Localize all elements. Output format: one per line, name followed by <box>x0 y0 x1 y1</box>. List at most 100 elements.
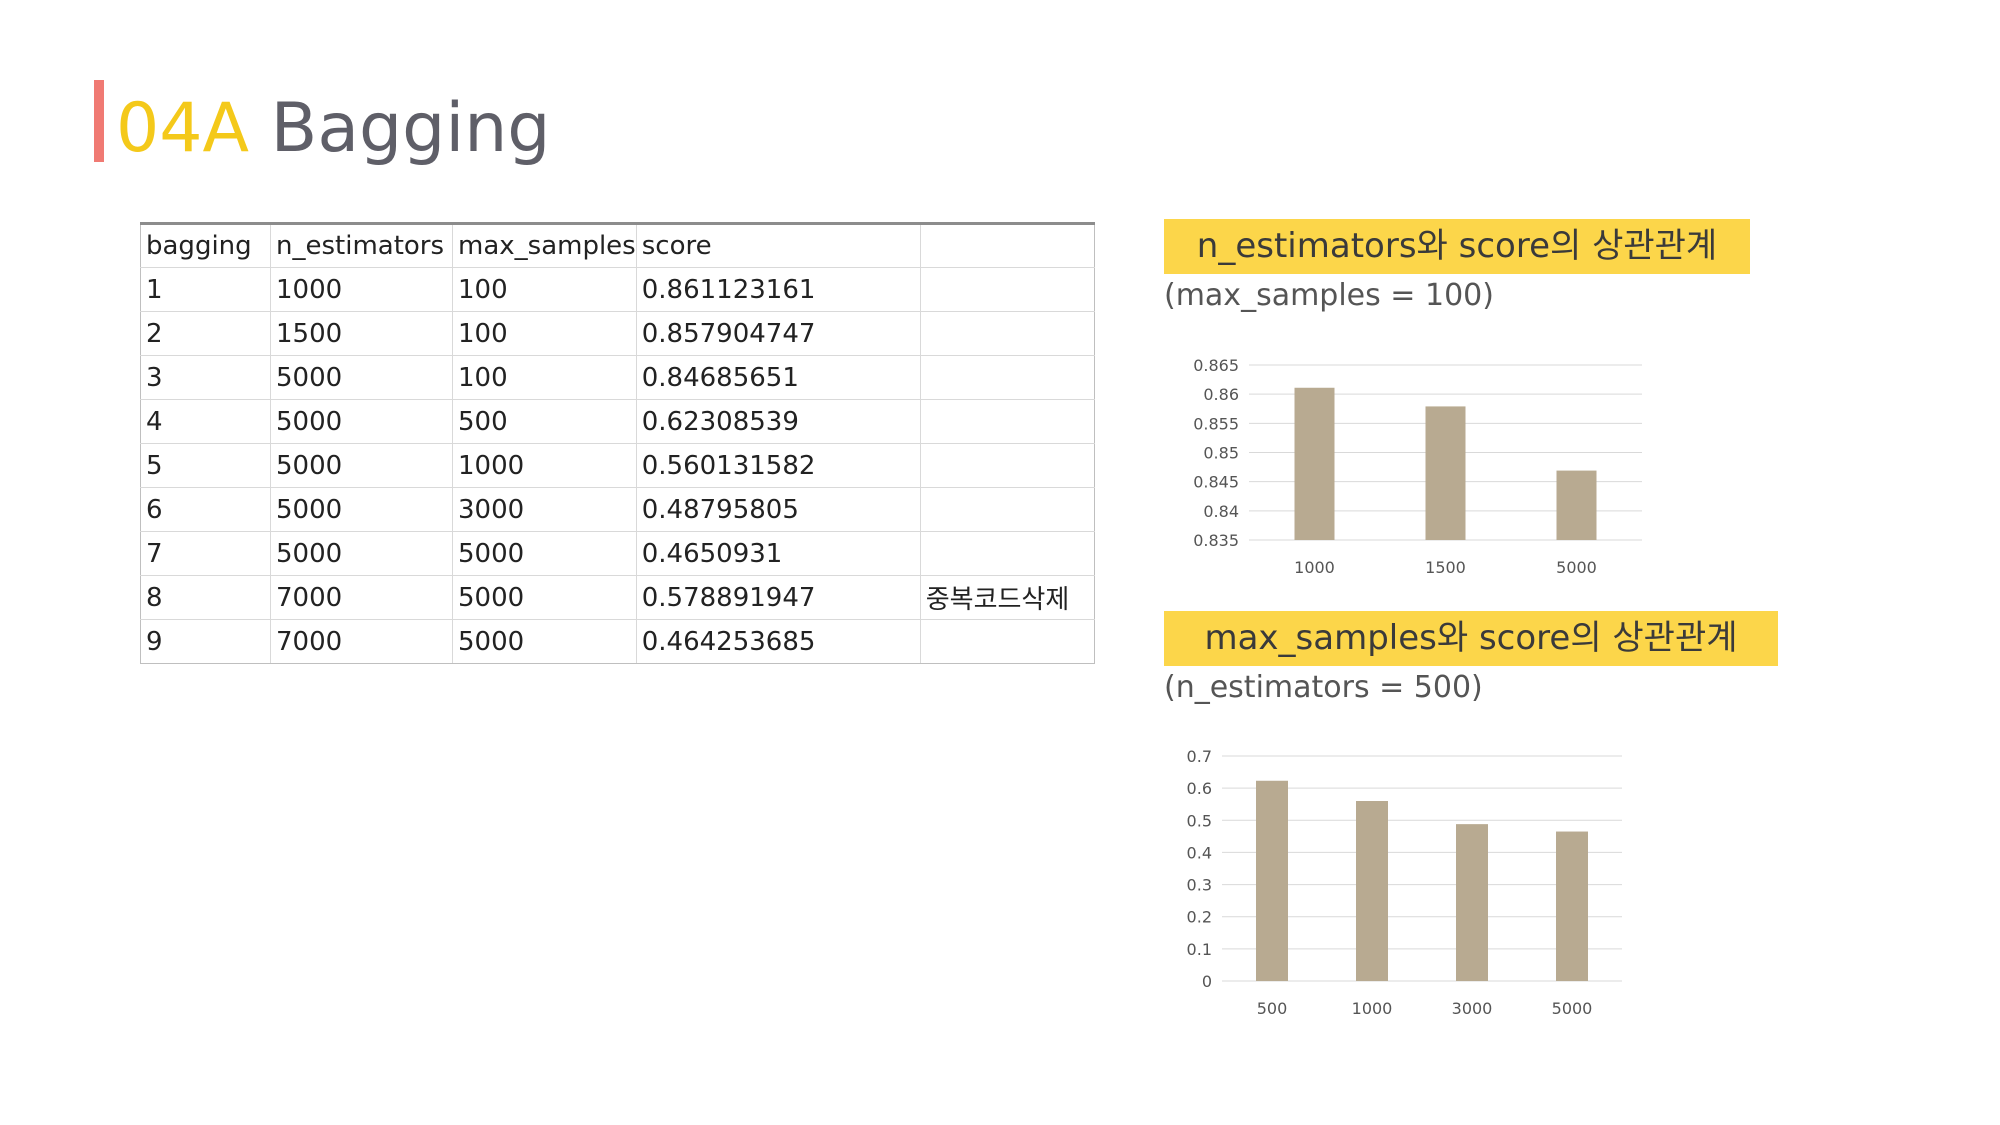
chart2-xtick-label: 1000 <box>1352 999 1393 1018</box>
chart1-ytick-label: 0.845 <box>1193 473 1239 492</box>
table-cell: 3000 <box>452 487 637 532</box>
table-cell: 7000 <box>270 575 453 620</box>
chart1-heading: n_estimators와 score의 상관관계 <box>1164 219 1750 274</box>
table-cell <box>919 531 1095 576</box>
chart1-xtick-label: 1000 <box>1294 558 1335 577</box>
table-row: 7 5000 5000 0.4650931 <box>140 531 1095 576</box>
chart2-xtick-label: 5000 <box>1552 999 1593 1018</box>
chart2-ytick-label: 0.1 <box>1187 940 1212 959</box>
table-cell: 8 <box>140 575 271 620</box>
table-row: 8 7000 5000 0.578891947 중복코드삭제 <box>140 575 1095 620</box>
table-cell: 3 <box>140 355 271 400</box>
table-cell: 7000 <box>270 619 453 664</box>
table-cell: 0.48795805 <box>635 487 921 532</box>
table-cell <box>919 443 1095 488</box>
table-cell: 0.62308539 <box>635 399 921 444</box>
chart1-ytick-label: 0.835 <box>1193 531 1239 550</box>
table-cell: 4 <box>140 399 271 444</box>
table-header-cell: max_samples <box>452 223 637 268</box>
slide-code: 04A <box>116 89 250 168</box>
chart1-bar <box>1556 470 1597 540</box>
table-cell: 0.578891947 <box>635 575 921 620</box>
table-cell <box>919 619 1095 664</box>
table-cell <box>919 311 1095 356</box>
chart1-ytick-label: 0.86 <box>1203 385 1239 404</box>
results-table: bagging n_estimators max_samples score 1 1000… <box>140 222 1095 664</box>
chart2-subtitle: (n_estimators = 500) <box>1164 670 1483 705</box>
chart2-heading: max_samples와 score의 상관관계 <box>1164 611 1778 666</box>
table-cell <box>919 355 1095 400</box>
table-cell: 1500 <box>270 311 453 356</box>
chart2-xtick-label: 3000 <box>1452 999 1493 1018</box>
table-cell: 0.4650931 <box>635 531 921 576</box>
table-cell: 5000 <box>270 443 453 488</box>
chart1-ytick-label: 0.85 <box>1203 444 1239 463</box>
chart1-svg: 0.835 0.84 0.845 0.85 0.855 0.86 0.865 1000 1500… <box>1193 356 1642 577</box>
table-cell: 100 <box>452 355 637 400</box>
table-row: 3 5000 100 0.84685651 <box>140 355 1095 400</box>
table-cell: 5000 <box>270 487 453 532</box>
table-header-cell: n_estimators <box>270 223 453 268</box>
table-cell: 5000 <box>270 355 453 400</box>
slide-title: 04A Bagging <box>116 84 550 174</box>
table-header-row: bagging n_estimators max_samples score <box>140 223 1095 268</box>
chart2-ytick-label: 0.5 <box>1187 811 1212 830</box>
table-cell: 0.464253685 <box>635 619 921 664</box>
table-cell: 0.560131582 <box>635 443 921 488</box>
chart1-ytick-label: 0.84 <box>1203 502 1239 521</box>
table-cell: 0.861123161 <box>635 267 921 312</box>
table-cell: 1000 <box>452 443 637 488</box>
chart1-bar <box>1425 406 1466 540</box>
table-cell: 0.84685651 <box>635 355 921 400</box>
table-cell <box>919 487 1095 532</box>
chart1-subtitle: (max_samples = 100) <box>1164 278 1494 313</box>
table-cell: 5000 <box>270 531 453 576</box>
table-cell: 5000 <box>270 399 453 444</box>
table-header-cell: bagging <box>140 223 271 268</box>
chart2-ytick-label: 0.6 <box>1187 779 1212 798</box>
chart1-bar <box>1294 387 1335 540</box>
chart1-ytick-label: 0.855 <box>1193 414 1239 433</box>
chart2-ytick-label: 0 <box>1202 972 1212 991</box>
table-cell: 5000 <box>452 531 637 576</box>
table-cell: 5000 <box>452 575 637 620</box>
table-row: 1 1000 100 0.861123161 <box>140 267 1095 312</box>
table-header-cell <box>919 223 1095 268</box>
chart2-svg: 0 0.1 0.2 0.3 0.4 0.5 0.6 0.7 500 1000 3000 5000 <box>1187 747 1622 1018</box>
table-row: 4 5000 500 0.62308539 <box>140 399 1095 444</box>
table-cell: 6 <box>140 487 271 532</box>
chart2-bar <box>1356 801 1388 981</box>
table-header-cell: score <box>635 223 921 268</box>
chart1-ytick-label: 0.865 <box>1193 356 1239 375</box>
slide-name: Bagging <box>270 89 551 168</box>
chart2-bar <box>1256 780 1288 981</box>
table-cell: 1 <box>140 267 271 312</box>
title-accent-bar <box>94 80 104 162</box>
table-row: 6 5000 3000 0.48795805 <box>140 487 1095 532</box>
chart1-xtick-label: 1500 <box>1425 558 1466 577</box>
table-cell <box>919 267 1095 312</box>
chart2-bar <box>1556 831 1588 981</box>
table-cell: 0.857904747 <box>635 311 921 356</box>
table-cell: 5000 <box>452 619 637 664</box>
table-cell: 1000 <box>270 267 453 312</box>
chart2-ytick-label: 0.4 <box>1187 843 1212 862</box>
table-row: 2 1500 100 0.857904747 <box>140 311 1095 356</box>
table-cell: 9 <box>140 619 271 664</box>
table-cell: 500 <box>452 399 637 444</box>
table-cell: 100 <box>452 267 637 312</box>
table-row: 5 5000 1000 0.560131582 <box>140 443 1095 488</box>
table-cell: 7 <box>140 531 271 576</box>
chart2-xtick-label: 500 <box>1257 999 1288 1018</box>
chart2-ytick-label: 0.2 <box>1187 908 1212 927</box>
table-cell: 5 <box>140 443 271 488</box>
table-row: 9 7000 5000 0.464253685 <box>140 619 1095 664</box>
chart2-ytick-label: 0.3 <box>1187 876 1212 895</box>
chart2-ytick-label: 0.7 <box>1187 747 1212 766</box>
chart2-bar <box>1456 824 1488 981</box>
table-cell: 2 <box>140 311 271 356</box>
table-cell: 100 <box>452 311 637 356</box>
table-cell <box>919 399 1095 444</box>
table-cell: 중복코드삭제 <box>919 575 1095 620</box>
chart1-xtick-label: 5000 <box>1556 558 1597 577</box>
